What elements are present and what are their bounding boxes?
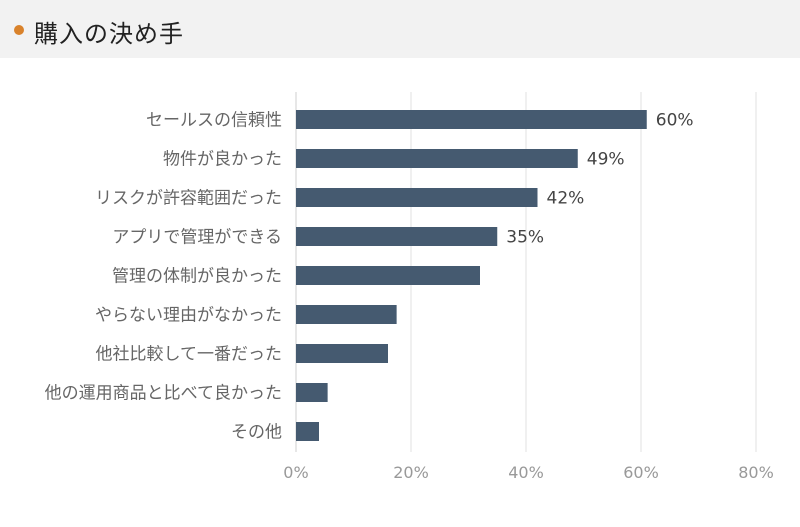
- header-bar: 購入の決め手: [0, 0, 800, 58]
- bar: [296, 227, 498, 246]
- page-title: 購入の決め手: [34, 20, 184, 48]
- bar: [296, 383, 328, 402]
- category-label: やらない理由がなかった: [95, 306, 282, 326]
- category-label: セールスの信頼性: [146, 111, 282, 131]
- x-tick-label: 20%: [393, 463, 429, 482]
- value-label: 60%: [656, 111, 694, 131]
- bar: [296, 305, 397, 324]
- bar: [296, 188, 538, 207]
- bar: [296, 266, 480, 285]
- x-tick-label: 60%: [623, 463, 659, 482]
- value-label: 49%: [587, 150, 625, 170]
- bar: [296, 110, 647, 129]
- x-tick-label: 80%: [738, 463, 774, 482]
- category-label: その他: [231, 423, 282, 443]
- category-label: 他社比較して一番だった: [96, 345, 283, 365]
- value-label: 42%: [547, 189, 585, 209]
- category-label: 物件が良かった: [163, 150, 282, 170]
- bar: [296, 422, 319, 441]
- bullet-dot-icon: [14, 25, 24, 35]
- x-tick-label: 0%: [283, 463, 308, 482]
- category-label: 管理の体制が良かった: [112, 267, 282, 287]
- bar: [296, 149, 578, 168]
- category-label: リスクが許容範囲だった: [95, 189, 282, 209]
- category-label: アプリで管理ができる: [112, 228, 282, 248]
- value-label: 35%: [506, 228, 544, 248]
- category-label: 他の運用商品と比べて良かった: [45, 384, 282, 404]
- x-tick-label: 40%: [508, 463, 544, 482]
- bar: [296, 344, 388, 363]
